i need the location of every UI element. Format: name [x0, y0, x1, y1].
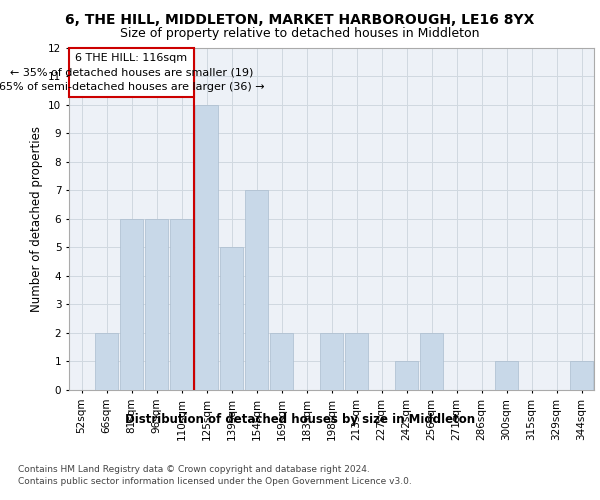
Bar [170, 219, 193, 390]
Bar [119, 219, 143, 390]
Text: ← 35% of detached houses are smaller (19): ← 35% of detached houses are smaller (19… [10, 68, 253, 78]
Bar [395, 362, 418, 390]
Text: Contains HM Land Registry data © Crown copyright and database right 2024.: Contains HM Land Registry data © Crown c… [18, 465, 370, 474]
Bar [569, 362, 593, 390]
Text: 6 THE HILL: 116sqm: 6 THE HILL: 116sqm [76, 52, 188, 62]
Bar [194, 104, 218, 390]
Text: Contains public sector information licensed under the Open Government Licence v3: Contains public sector information licen… [18, 478, 412, 486]
Bar [269, 333, 293, 390]
Bar [220, 248, 244, 390]
Text: 6, THE HILL, MIDDLETON, MARKET HARBOROUGH, LE16 8YX: 6, THE HILL, MIDDLETON, MARKET HARBOROUG… [65, 12, 535, 26]
Text: 65% of semi-detached houses are larger (36) →: 65% of semi-detached houses are larger (… [0, 82, 265, 92]
Bar [494, 362, 518, 390]
Bar [245, 190, 268, 390]
Bar [344, 333, 368, 390]
Bar [69, 48, 194, 98]
Y-axis label: Number of detached properties: Number of detached properties [29, 126, 43, 312]
Bar [95, 333, 118, 390]
Text: Distribution of detached houses by size in Middleton: Distribution of detached houses by size … [125, 412, 475, 426]
Bar [145, 219, 169, 390]
Bar [419, 333, 443, 390]
Bar [320, 333, 343, 390]
Text: Size of property relative to detached houses in Middleton: Size of property relative to detached ho… [120, 28, 480, 40]
